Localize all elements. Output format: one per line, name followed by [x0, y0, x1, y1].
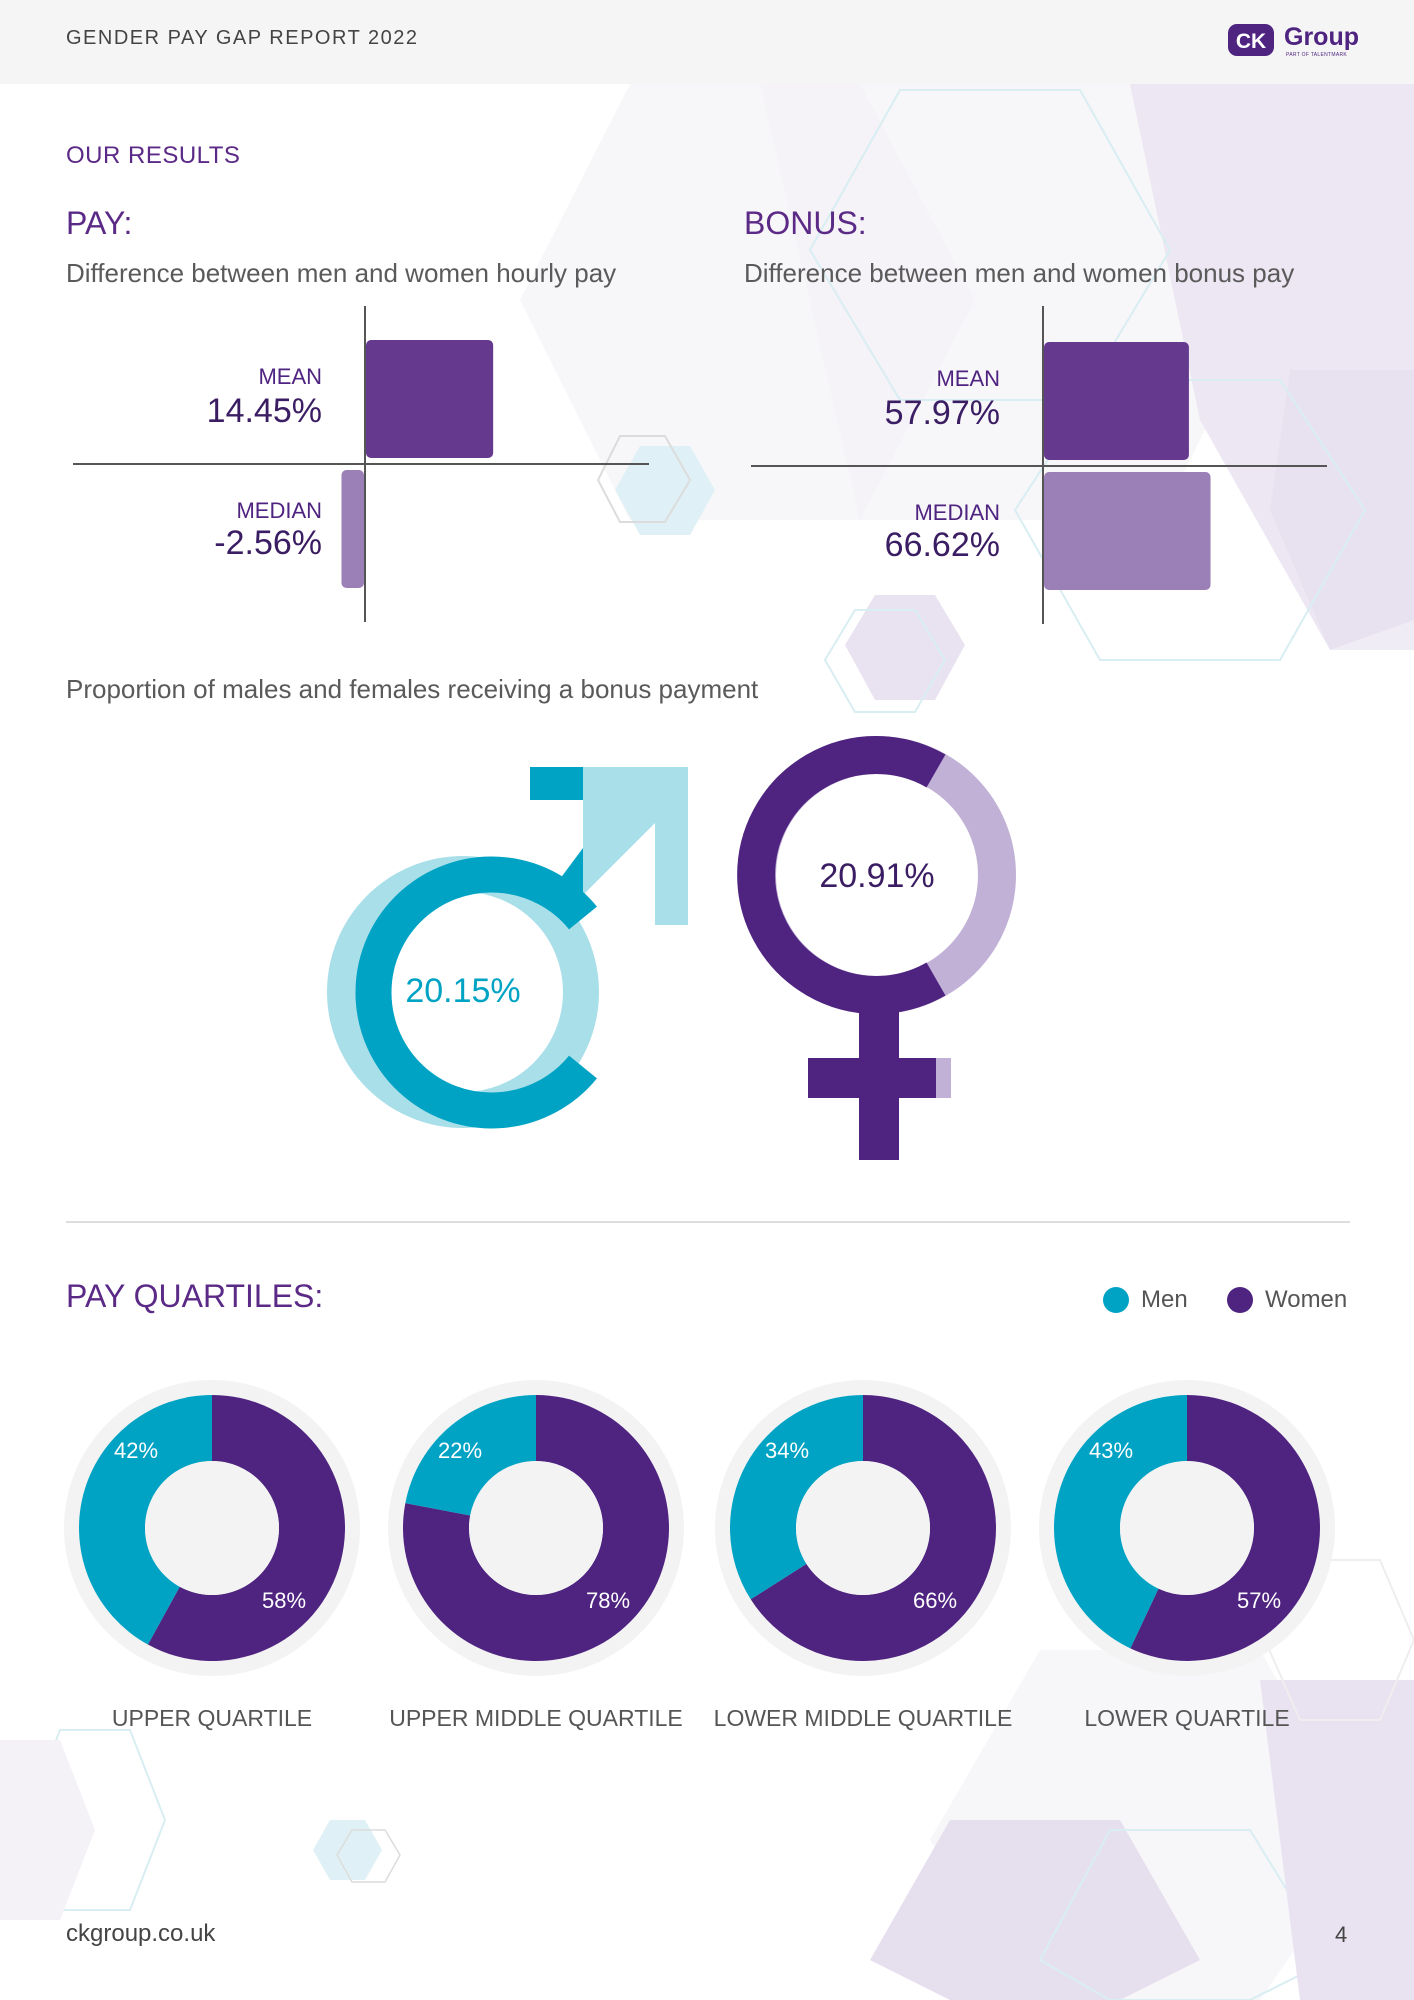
female-symbol-icon: 20.91% [737, 736, 1016, 1160]
male-bonus-value: 20.15% [405, 972, 520, 1010]
donut-hole [145, 1461, 279, 1595]
donut-hole [796, 1461, 930, 1595]
quartile-label: UPPER QUARTILE [111, 1705, 313, 1731]
quartile-chart: 22% 78% [376, 1368, 696, 1693]
mean-bar [366, 340, 494, 458]
men-slice [405, 1395, 536, 1516]
bonus-proportion-title: Proportion of males and females receivin… [66, 674, 759, 704]
men-slice [1053, 1395, 1187, 1649]
median-bar [1044, 472, 1211, 590]
legend-men: Men [1103, 1286, 1188, 1314]
ck-group-logo: CK Group PART OF TALENTMARK [1226, 20, 1361, 62]
page-header: GENDER PAY GAP REPORT 2022 CK Group PART… [0, 0, 1414, 84]
women-percent-label: 78% [586, 1588, 630, 1613]
mean-bar [1044, 342, 1189, 460]
legend-men-label: Men [1141, 1286, 1188, 1313]
bonus-heading: BONUS: [744, 205, 867, 241]
female-bonus-value: 20.91% [819, 857, 934, 895]
page-number: 4 [1335, 1922, 1348, 1947]
male-symbol-icon: 20.15% [327, 767, 688, 1129]
female-cross-bar [808, 1058, 936, 1098]
bonus-median-value: 66.62% [884, 526, 1000, 564]
ck-logo-icon: CK [1228, 24, 1274, 56]
bonus-median-label: MEDIAN [914, 500, 1000, 525]
donut-hole [1120, 1461, 1254, 1595]
pay-subtitle: Difference between men and women hourly … [66, 258, 617, 288]
bonus-bar-chart-svg [751, 306, 1327, 624]
women-percent-label: 58% [262, 1588, 306, 1613]
male-arrow-light [530, 767, 688, 925]
pay-gap-chart: MEAN 14.45% MEDIAN -2.56% [66, 306, 666, 626]
quartile-chart: 43% 57% [1027, 1368, 1347, 1693]
men-percent-label: 43% [1089, 1438, 1133, 1463]
median-bar [341, 470, 364, 588]
pay-bar-chart-svg [73, 306, 649, 622]
women-percent-label: 66% [913, 1588, 957, 1613]
female-cross-light [936, 1058, 951, 1098]
men-slice [730, 1395, 863, 1600]
logo-wordmark: Group [1284, 23, 1359, 51]
bonus-gap-chart: MEAN 57.97% MEDIAN 66.62% [744, 306, 1344, 626]
women-slice [750, 1395, 996, 1661]
quartile-label: LOWER MIDDLE QUARTILE [713, 1705, 1013, 1731]
pay-quartiles-heading: PAY QUARTILES: [66, 1278, 324, 1314]
bonus-subtitle: Difference between men and women bonus p… [744, 258, 1295, 288]
bonus-mean-label: MEAN [936, 366, 1000, 391]
quartile-donut: 43% 57% [1039, 1380, 1335, 1676]
women-percent-label: 57% [1237, 1588, 1281, 1613]
our-results-heading: OUR RESULTS [66, 142, 241, 169]
logo-subtitle: PART OF TALENTMARK [1286, 52, 1348, 58]
gender-symbols-graphic: 20.15% 20.91% [327, 736, 1016, 1160]
quartile-donut: 34% 66% [715, 1380, 1011, 1676]
female-ring-dark [737, 736, 946, 1014]
pay-mean-label: MEAN [258, 364, 322, 389]
svg-text:CK: CK [1236, 30, 1266, 53]
women-slice [1130, 1395, 1320, 1661]
legend-women: Women [1227, 1286, 1347, 1314]
donut-hole [469, 1461, 603, 1595]
women-legend-swatch [1227, 1287, 1253, 1313]
section-divider [66, 1221, 1350, 1223]
quartile-donut: 22% 78% [388, 1380, 684, 1676]
pay-median-label: MEDIAN [236, 498, 322, 523]
footer-website: ckgroup.co.uk [66, 1920, 216, 1947]
men-slice [78, 1395, 212, 1645]
men-legend-swatch [1103, 1287, 1129, 1313]
quartile-label: LOWER QUARTILE [1084, 1705, 1290, 1731]
quartile-label: UPPER MIDDLE QUARTILE [389, 1705, 683, 1731]
men-percent-label: 34% [765, 1438, 809, 1463]
male-arrow-dark [530, 767, 583, 800]
men-percent-label: 42% [114, 1438, 158, 1463]
quartile-chart: 34% 66% [703, 1368, 1023, 1693]
legend-women-label: Women [1265, 1286, 1348, 1313]
men-percent-label: 22% [438, 1438, 482, 1463]
male-ring-dark [355, 856, 597, 1129]
quartile-donut: 42% 58% [64, 1380, 360, 1676]
bonus-mean-value: 57.97% [884, 394, 1000, 432]
pay-mean-value: 14.45% [206, 392, 322, 430]
women-slice [147, 1395, 345, 1661]
pay-heading: PAY: [66, 205, 133, 241]
report-title: GENDER PAY GAP REPORT 2022 [66, 27, 419, 49]
quartile-chart: 42% 58% [52, 1368, 372, 1693]
pay-median-value: -2.56% [214, 524, 322, 562]
women-slice [403, 1395, 669, 1661]
